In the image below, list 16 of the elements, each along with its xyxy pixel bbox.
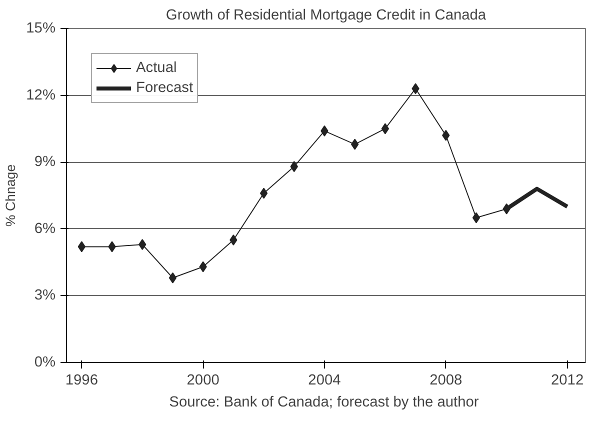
x-tick-label: 2000: [186, 372, 220, 388]
y-tick-label: 12%: [26, 87, 56, 104]
x-tick-label: 2012: [550, 372, 584, 388]
x-tick-label: 2004: [308, 372, 341, 388]
source-note: Source: Bank of Canada; forecast by the author: [169, 394, 479, 410]
legend-label: Actual: [136, 60, 177, 76]
y-tick-label: 0%: [34, 354, 56, 370]
y-tick-label: 6%: [34, 220, 56, 237]
chart-title: Growth of Residential Mortgage Credit in Canada: [166, 8, 487, 24]
y-axis-title: % Chnage: [3, 164, 18, 227]
x-tick-label: 2008: [430, 372, 462, 388]
y-tick-label: 9%: [34, 154, 56, 170]
x-tick-label: 1996: [65, 372, 98, 388]
legend-label: Forecast: [136, 80, 194, 96]
y-tick-label: 15%: [26, 20, 56, 36]
y-tick-label: 3%: [34, 288, 56, 304]
